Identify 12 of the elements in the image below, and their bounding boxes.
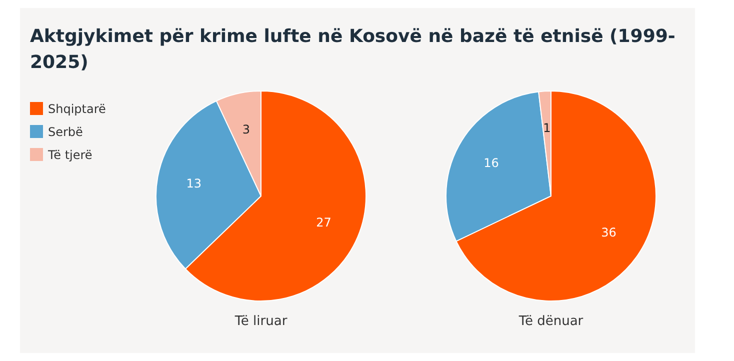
data-label: 1 [543, 120, 551, 135]
chart-title: Aktgjykimet për krime lufte në Kosovë në bazë të etnisë (1999-2025) [30, 26, 676, 73]
data-label: 16 [484, 156, 499, 170]
slice-label: Të liruar [234, 314, 288, 329]
data-label: 36 [601, 225, 616, 240]
data-label: 3 [242, 122, 250, 136]
data-label: 27 [316, 216, 332, 230]
legend-label: Serbë [48, 125, 83, 139]
legend-label: Të tjerë [47, 148, 92, 162]
data-label: 13 [186, 176, 202, 191]
slice-label: Të dënuar [518, 314, 584, 329]
legend-label: Shqiptarë [48, 102, 106, 116]
